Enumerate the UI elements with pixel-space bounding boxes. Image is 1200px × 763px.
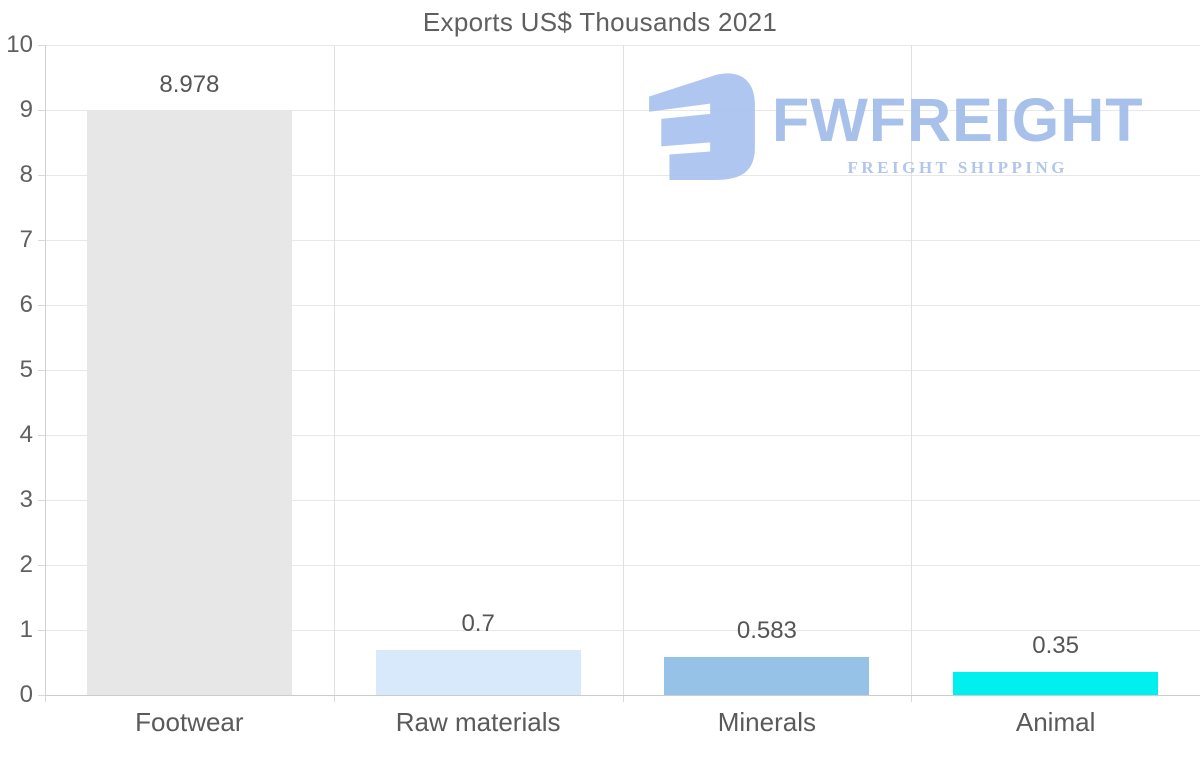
y-tick-label: 0: [19, 681, 33, 708]
x-axis-line: [45, 695, 1200, 696]
y-tick-mark: [38, 370, 45, 371]
gridline-v: [622, 45, 624, 695]
y-tick-label: 9: [19, 96, 33, 123]
x-tick-mark: [622, 695, 624, 702]
y-tick-label: 8: [19, 161, 33, 188]
chart-title: Exports US$ Thousands 2021: [422, 7, 778, 37]
bar-footwear: [86, 111, 292, 695]
x-tick-mark: [333, 695, 335, 702]
x-tick-mark: [911, 695, 913, 702]
bar-animal: [953, 672, 1159, 695]
y-tick-mark: [38, 110, 45, 111]
y-tick-label: 3: [19, 486, 33, 513]
y-tick-label: 7: [19, 226, 33, 253]
y-tick-mark: [38, 630, 45, 631]
y-tick-mark: [38, 240, 45, 241]
y-tick-label: 10: [6, 31, 33, 58]
y-tick-label: 2: [19, 551, 33, 578]
y-tick-mark: [38, 565, 45, 566]
plot-area: 8.978 0.7 0.583 0.35: [45, 45, 1200, 695]
y-tick-label: 1: [19, 616, 33, 643]
x-axis-label-animal: Animal: [1015, 707, 1096, 737]
y-axis-line: [45, 45, 46, 701]
value-label-footwear: 8.978: [159, 71, 220, 99]
y-tick-mark: [38, 435, 45, 436]
value-label-animal: 0.35: [1032, 632, 1079, 660]
bar-raw-materials: [375, 649, 581, 695]
y-tick-mark: [38, 500, 45, 501]
y-tick-label: 4: [19, 421, 33, 448]
gridline-v: [333, 45, 335, 695]
y-tick-mark: [38, 695, 45, 696]
value-label-minerals: 0.583: [736, 617, 797, 645]
x-axis-label-footwear: Footwear: [135, 707, 244, 737]
y-tick-mark: [38, 175, 45, 176]
y-tick-label: 5: [19, 356, 33, 383]
gridline-v: [911, 45, 913, 695]
x-axis-label-raw-materials: Raw materials: [395, 707, 561, 737]
x-tick-mark: [45, 695, 46, 702]
bar-minerals: [664, 657, 870, 695]
y-tick-mark: [38, 305, 45, 306]
x-axis-label-minerals: Minerals: [717, 707, 816, 737]
value-label-raw-materials: 0.7: [461, 609, 495, 637]
y-tick-label: 6: [19, 291, 33, 318]
y-tick-mark: [38, 45, 45, 46]
